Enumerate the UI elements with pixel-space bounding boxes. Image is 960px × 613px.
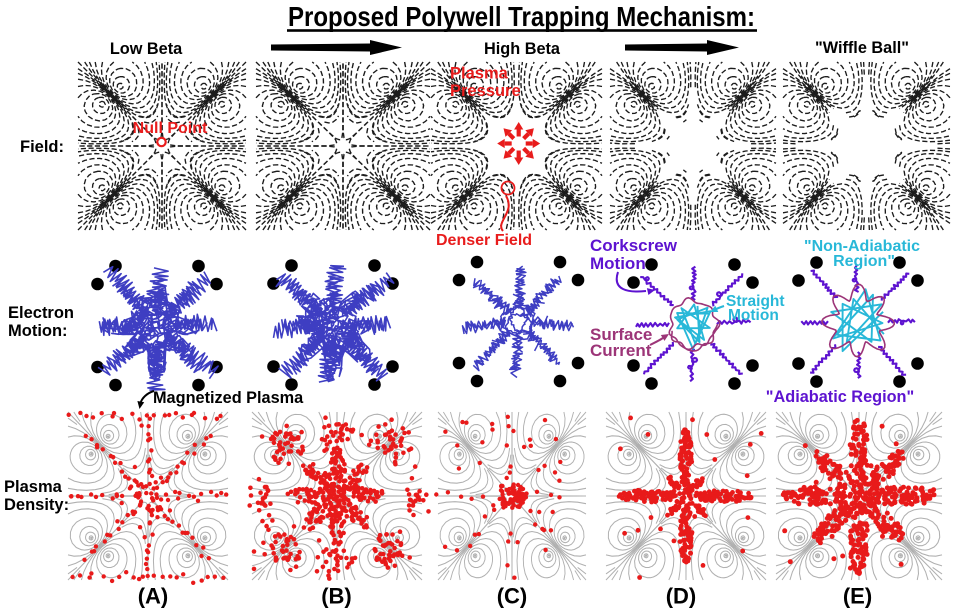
svg-text:Field:: Field: <box>20 138 64 156</box>
svg-text:Motion:: Motion: <box>8 322 68 340</box>
svg-text:(E): (E) <box>843 584 872 609</box>
svg-text:Current: Current <box>590 341 652 360</box>
svg-text:"Non-Adiabatic: "Non-Adiabatic <box>804 238 920 255</box>
svg-text:Surface: Surface <box>590 325 652 344</box>
svg-text:(D): (D) <box>666 584 697 609</box>
svg-text:(C): (C) <box>497 584 528 609</box>
svg-text:Motion: Motion <box>728 307 779 324</box>
svg-text:Null Point: Null Point <box>133 120 208 137</box>
svg-text:Straight: Straight <box>726 293 785 310</box>
svg-text:Plasma: Plasma <box>450 65 509 83</box>
svg-text:Density:: Density: <box>4 496 69 514</box>
svg-text:Region": Region" <box>833 253 895 270</box>
svg-text:Electron: Electron <box>8 304 74 322</box>
svg-text:Denser Field: Denser Field <box>436 232 532 249</box>
svg-text:Pressure: Pressure <box>450 82 521 100</box>
svg-text:Corkscrew: Corkscrew <box>590 236 678 255</box>
svg-text:Motion: Motion <box>590 254 646 273</box>
svg-text:(B): (B) <box>321 584 352 609</box>
svg-text:"Wiffle Ball": "Wiffle Ball" <box>815 39 909 57</box>
svg-text:Plasma: Plasma <box>4 478 63 496</box>
svg-text:Proposed Polywell Trapping Mec: Proposed Polywell Trapping Mechanism: <box>288 1 755 32</box>
svg-text:High Beta: High Beta <box>484 40 561 58</box>
svg-text:"Adiabatic Region": "Adiabatic Region" <box>766 388 914 406</box>
svg-text:Low Beta: Low Beta <box>110 40 183 58</box>
svg-text:Magnetized Plasma: Magnetized Plasma <box>153 389 304 407</box>
svg-text:(A): (A) <box>138 584 169 609</box>
